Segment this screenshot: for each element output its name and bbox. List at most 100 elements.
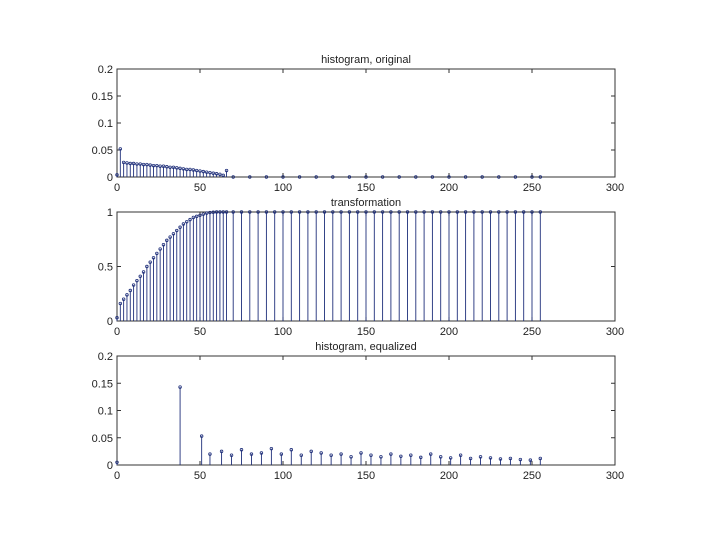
- stem-marker: [204, 211, 209, 215]
- stem-marker: [145, 264, 149, 269]
- stem-marker: [208, 170, 212, 175]
- x-tick-label: 300: [606, 326, 624, 338]
- stem-marker: [221, 173, 225, 178]
- x-tick-label: 0: [114, 326, 120, 338]
- stem-marker: [231, 175, 235, 179]
- stem-marker: [331, 210, 335, 214]
- stem-marker: [224, 210, 229, 214]
- stem-marker: [528, 458, 533, 462]
- stem-marker: [306, 210, 310, 214]
- stem-marker: [165, 165, 169, 169]
- stem-marker: [472, 210, 476, 214]
- stem-series: [115, 210, 542, 321]
- x-tick-label: 0: [114, 182, 120, 194]
- stem-marker: [380, 210, 385, 214]
- stem-marker: [115, 460, 119, 464]
- y-tick-label: 0: [107, 172, 113, 184]
- stem-marker: [158, 247, 162, 251]
- stem-marker: [497, 210, 501, 214]
- stem-marker: [249, 452, 254, 456]
- subplot-title: histogram, equalized: [315, 341, 417, 353]
- stem-marker: [151, 163, 156, 168]
- stem-marker: [339, 452, 343, 456]
- stem-marker: [188, 217, 192, 222]
- stem-marker: [530, 175, 534, 179]
- stem-marker: [211, 171, 215, 175]
- stem-marker: [356, 210, 360, 214]
- axes-box: [116, 355, 616, 466]
- stem-marker: [359, 451, 363, 455]
- stem-marker: [297, 210, 302, 214]
- stem-marker: [178, 166, 182, 171]
- y-tick-label: 0: [107, 460, 113, 472]
- stem-marker: [201, 169, 206, 174]
- y-tick-label: 0.15: [92, 378, 113, 390]
- y-tick-label: 0.05: [92, 433, 113, 445]
- stem-marker: [239, 448, 244, 452]
- x-tick-label: 200: [440, 326, 458, 338]
- stem-marker: [279, 452, 284, 456]
- stem-marker: [194, 168, 199, 173]
- subplot-histogram-equalized: histogram, equalized 0 50 100 150 200 250 300 0 0…: [92, 341, 625, 482]
- stem-marker: [364, 175, 368, 179]
- stem-marker: [204, 170, 209, 174]
- stem-marker: [399, 454, 403, 458]
- stem-marker: [155, 251, 159, 256]
- stem-marker: [405, 210, 410, 214]
- stem-marker: [349, 455, 353, 459]
- x-tick-label: 250: [523, 470, 541, 482]
- y-tick-label: 0.2: [98, 64, 113, 76]
- stem-marker: [379, 455, 383, 459]
- stem-marker: [331, 175, 335, 179]
- stem-marker: [299, 453, 303, 457]
- stem-marker: [369, 453, 373, 457]
- stem-marker: [322, 210, 327, 214]
- stem-marker: [185, 220, 189, 224]
- stem-marker: [171, 232, 176, 236]
- stem-marker: [468, 456, 473, 461]
- stem-marker: [198, 213, 202, 217]
- stem-marker: [497, 175, 501, 179]
- stem-marker: [269, 446, 274, 451]
- stem-marker: [158, 164, 162, 168]
- stem-marker: [488, 210, 493, 214]
- stem-marker: [161, 242, 166, 247]
- x-tick-label: 200: [440, 470, 458, 482]
- stem-marker: [518, 457, 523, 462]
- stem-marker: [248, 210, 252, 214]
- stem-marker: [178, 385, 182, 389]
- subplot-transformation: transformation 0 50 100 150 200 250 300 0 0.5 1: [98, 197, 624, 338]
- x-tick-label: 50: [194, 470, 206, 482]
- x-tick-label: 100: [274, 326, 292, 338]
- stem-marker: [259, 451, 264, 455]
- stem-marker: [480, 175, 484, 179]
- stem-marker: [151, 256, 156, 260]
- stem-marker: [131, 161, 136, 166]
- subplot-title: histogram, original: [321, 54, 411, 66]
- stem-marker: [414, 210, 418, 214]
- stem-marker: [125, 293, 129, 297]
- stem-marker: [508, 456, 513, 461]
- stem-marker: [448, 456, 453, 460]
- y-tick-label: 0: [107, 316, 113, 328]
- stem-marker: [181, 167, 186, 171]
- stem-marker: [389, 210, 393, 214]
- stem-marker: [364, 210, 368, 214]
- stem-marker: [208, 452, 212, 456]
- stem-marker: [208, 210, 212, 215]
- y-tick-label: 0.05: [92, 145, 113, 157]
- stem-marker: [191, 215, 196, 220]
- stem-marker: [211, 210, 215, 214]
- stem-marker: [199, 434, 204, 438]
- x-tick-label: 100: [274, 470, 292, 482]
- stem-marker: [185, 167, 189, 172]
- stem-marker: [256, 210, 260, 214]
- stem-marker: [538, 175, 542, 179]
- y-tick-label: 0.15: [92, 91, 113, 103]
- stem-marker: [161, 164, 166, 168]
- y-tick-label: 1: [107, 207, 113, 219]
- x-tick-label: 250: [523, 326, 541, 338]
- stem-marker: [505, 210, 509, 214]
- stem-marker: [281, 175, 285, 179]
- stem-marker: [273, 210, 277, 214]
